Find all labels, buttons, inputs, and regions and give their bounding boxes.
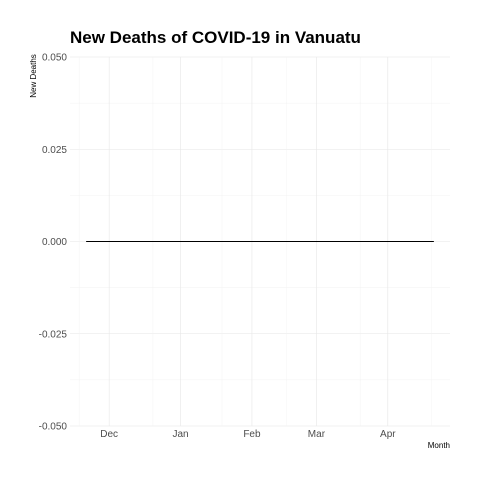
chart-title: New Deaths of COVID-19 in Vanuatu (70, 28, 361, 47)
x-tick-label: Jan (172, 429, 188, 440)
x-tick-label: Mar (308, 429, 326, 440)
x-tick-label: Apr (380, 429, 396, 440)
x-tick-label: Dec (100, 429, 118, 440)
x-tick-label: Feb (243, 429, 261, 440)
y-axis-label: New Deaths (29, 54, 38, 98)
x-tick-labels: Dec Jan Feb Mar Apr (100, 429, 396, 440)
y-tick-label: -0.025 (39, 329, 68, 340)
y-tick-label: 0.000 (42, 237, 67, 248)
x-axis-label: Month (428, 441, 450, 450)
y-tick-label: 0.025 (42, 145, 67, 156)
y-tick-label: 0.050 (42, 53, 67, 64)
y-tick-label: -0.050 (39, 422, 68, 433)
y-tick-labels: -0.050 -0.025 0.000 0.025 0.050 (39, 53, 68, 433)
